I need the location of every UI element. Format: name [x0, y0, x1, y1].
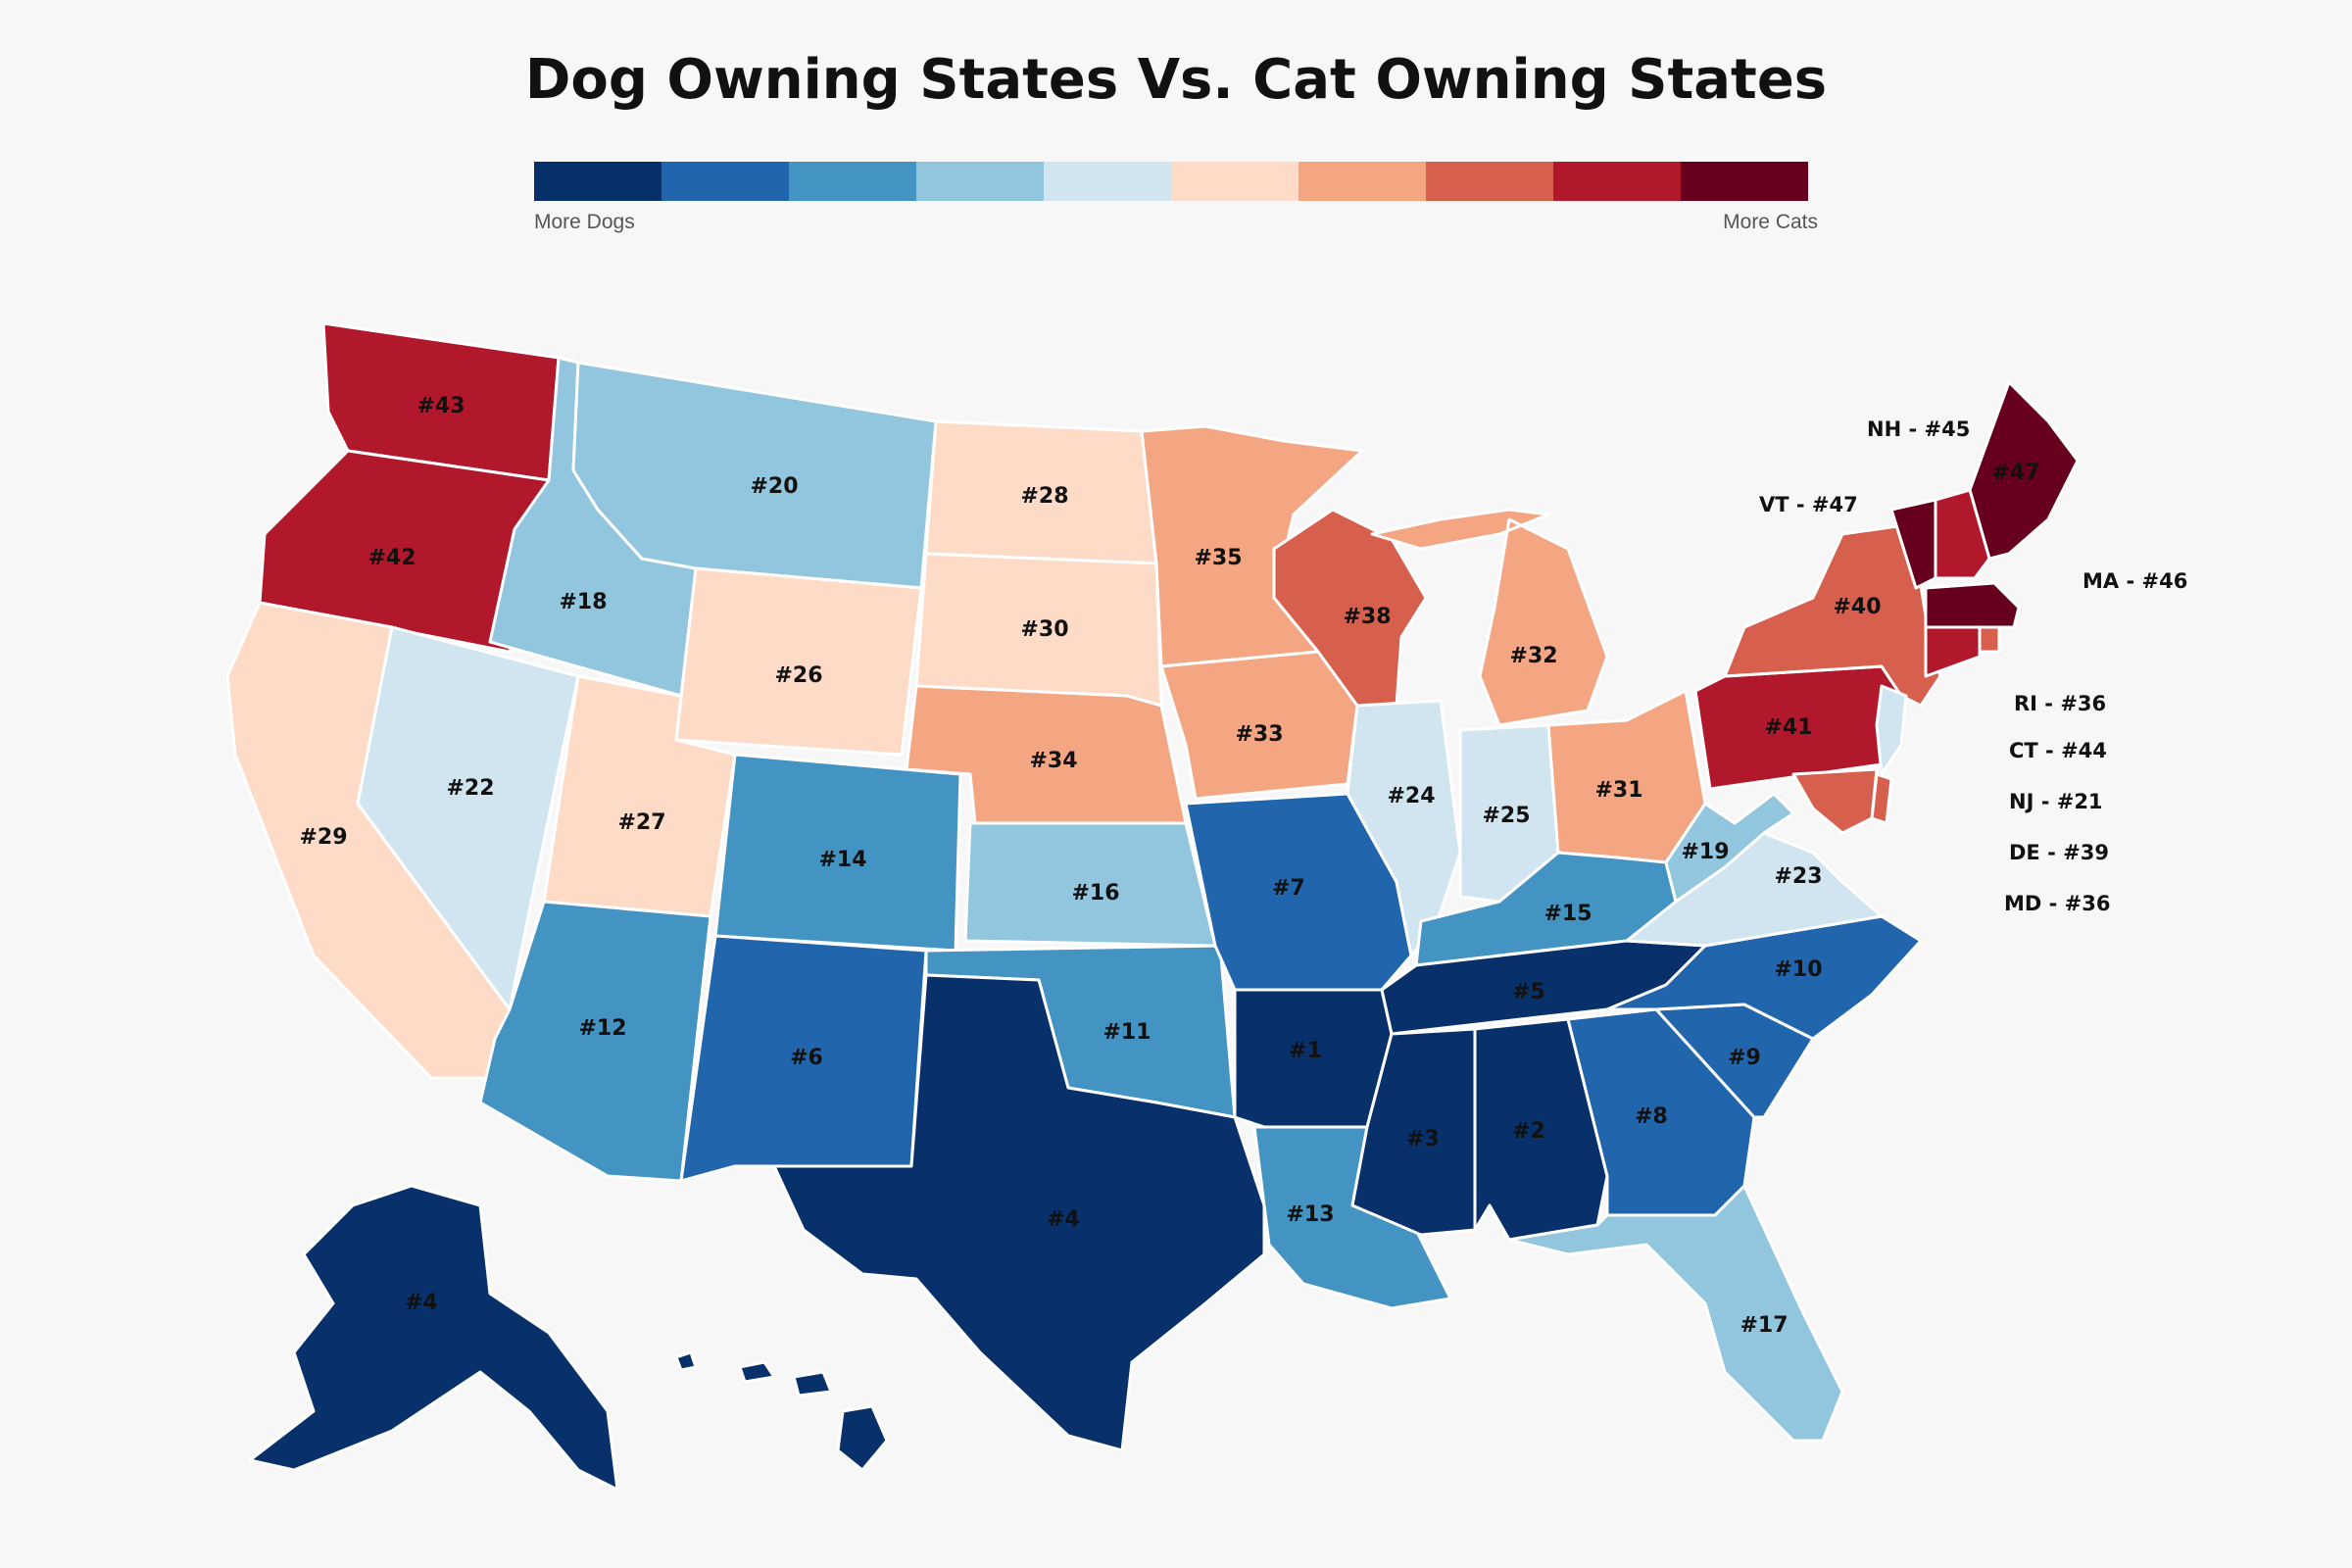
state-label-ny: #40	[1833, 595, 1881, 619]
state-label-ia: #33	[1235, 722, 1283, 747]
state-label-wi: #38	[1343, 605, 1391, 629]
state-label-ar: #1	[1289, 1039, 1322, 1063]
state-az	[478, 900, 712, 1183]
legend-swatch-4	[916, 162, 1044, 201]
state-ma	[1924, 581, 2021, 629]
legend-swatch-6	[1171, 162, 1298, 201]
state-wv	[1664, 792, 1795, 904]
state-tx	[772, 973, 1266, 1452]
state-label-nd: #28	[1020, 484, 1068, 509]
state-ct	[1924, 625, 1982, 678]
legend-swatch-1	[534, 162, 662, 201]
state-label-co: #14	[818, 848, 866, 872]
state-wi	[1272, 508, 1428, 708]
state-label-az: #12	[578, 1016, 626, 1041]
state-nc	[1605, 914, 1923, 1041]
state-label-wy: #26	[774, 663, 822, 688]
state-label-mi: #32	[1509, 644, 1557, 668]
state-label-mn: #35	[1194, 546, 1242, 570]
callout-nh: NH - #45	[1867, 417, 1970, 441]
state-label-sc: #9	[1728, 1046, 1761, 1070]
state-label-ok: #11	[1102, 1020, 1151, 1045]
state-label-wv: #19	[1681, 840, 1729, 864]
state-label-la: #13	[1286, 1202, 1334, 1227]
state-label-nm: #6	[790, 1046, 823, 1070]
legend-swatch-10	[1681, 162, 1808, 201]
callout-vt: VT - #47	[1759, 493, 1858, 516]
state-label-tx: #4	[1047, 1207, 1080, 1232]
legend-swatch-5	[1044, 162, 1171, 201]
state-label-ne: #34	[1029, 749, 1077, 773]
state-mi	[1370, 508, 1609, 727]
map-title: Dog Owning States Vs. Cat Owning States	[525, 48, 1827, 112]
legend-left-label: More Dogs	[534, 211, 635, 233]
state-label-id: #18	[559, 590, 607, 614]
state-md	[1791, 767, 1879, 835]
state-wy	[674, 566, 923, 757]
state-label-mt: #20	[750, 474, 798, 499]
state-label-nc: #10	[1774, 957, 1822, 982]
state-label-ky: #15	[1544, 902, 1592, 926]
state-label-va: #23	[1774, 864, 1822, 889]
state-label-pa: #41	[1764, 715, 1812, 740]
state-nj	[1875, 684, 1908, 776]
state-fl	[1507, 1184, 1844, 1443]
state-me	[1968, 380, 2080, 561]
state-label-il: #24	[1387, 784, 1435, 808]
callout-md: MD - #36	[2004, 892, 2111, 915]
state-labels-layer: #43 #42 #29 #18 #22 #20 #26 #27 #12 #14 #6 #28 #30 #3…	[299, 394, 2039, 1338]
state-label-ms: #3	[1406, 1127, 1440, 1152]
state-label-or: #42	[368, 546, 416, 570]
legend-right-label: More Cats	[1723, 211, 1818, 233]
state-label-ks: #16	[1071, 881, 1119, 906]
state-ri	[1978, 625, 2001, 654]
state-nh	[1934, 488, 1991, 580]
callout-ct: CT - #44	[2009, 739, 2107, 762]
state-label-ak: #4	[405, 1291, 438, 1315]
state-label-mo: #7	[1272, 876, 1305, 901]
callout-ma: MA - #46	[2082, 569, 2187, 593]
legend-swatch-9	[1553, 162, 1681, 201]
color-legend	[534, 162, 1808, 201]
state-nv	[356, 625, 580, 1011]
legend-swatch-3	[789, 162, 916, 201]
state-label-sd: #30	[1020, 617, 1068, 642]
state-label-al: #2	[1512, 1119, 1545, 1144]
state-label-wa: #43	[416, 394, 465, 418]
callout-de: DE - #39	[2009, 841, 2109, 864]
state-label-in: #25	[1482, 804, 1530, 828]
callout-labels-layer: NH - #45 VT - #47 MA - #46 RI - #36 CT - #44…	[1759, 417, 2187, 915]
state-hi	[674, 1350, 889, 1472]
state-label-tn: #5	[1512, 980, 1545, 1004]
state-label-oh: #31	[1594, 778, 1642, 803]
callout-nj: NJ - #21	[2009, 790, 2103, 813]
state-ak	[248, 1184, 619, 1492]
state-label-nv: #22	[446, 776, 494, 801]
state-label-ga: #8	[1635, 1104, 1668, 1129]
legend-swatch-7	[1298, 162, 1426, 201]
legend-swatch-2	[662, 162, 789, 201]
callout-ri: RI - #36	[2014, 692, 2106, 715]
state-label-ca: #29	[299, 825, 347, 850]
state-label-me: #47	[1991, 461, 2039, 485]
state-label-ut: #27	[617, 810, 665, 835]
state-label-fl: #17	[1740, 1313, 1788, 1338]
states-layer	[225, 321, 2080, 1492]
legend-swatch-8	[1426, 162, 1553, 201]
